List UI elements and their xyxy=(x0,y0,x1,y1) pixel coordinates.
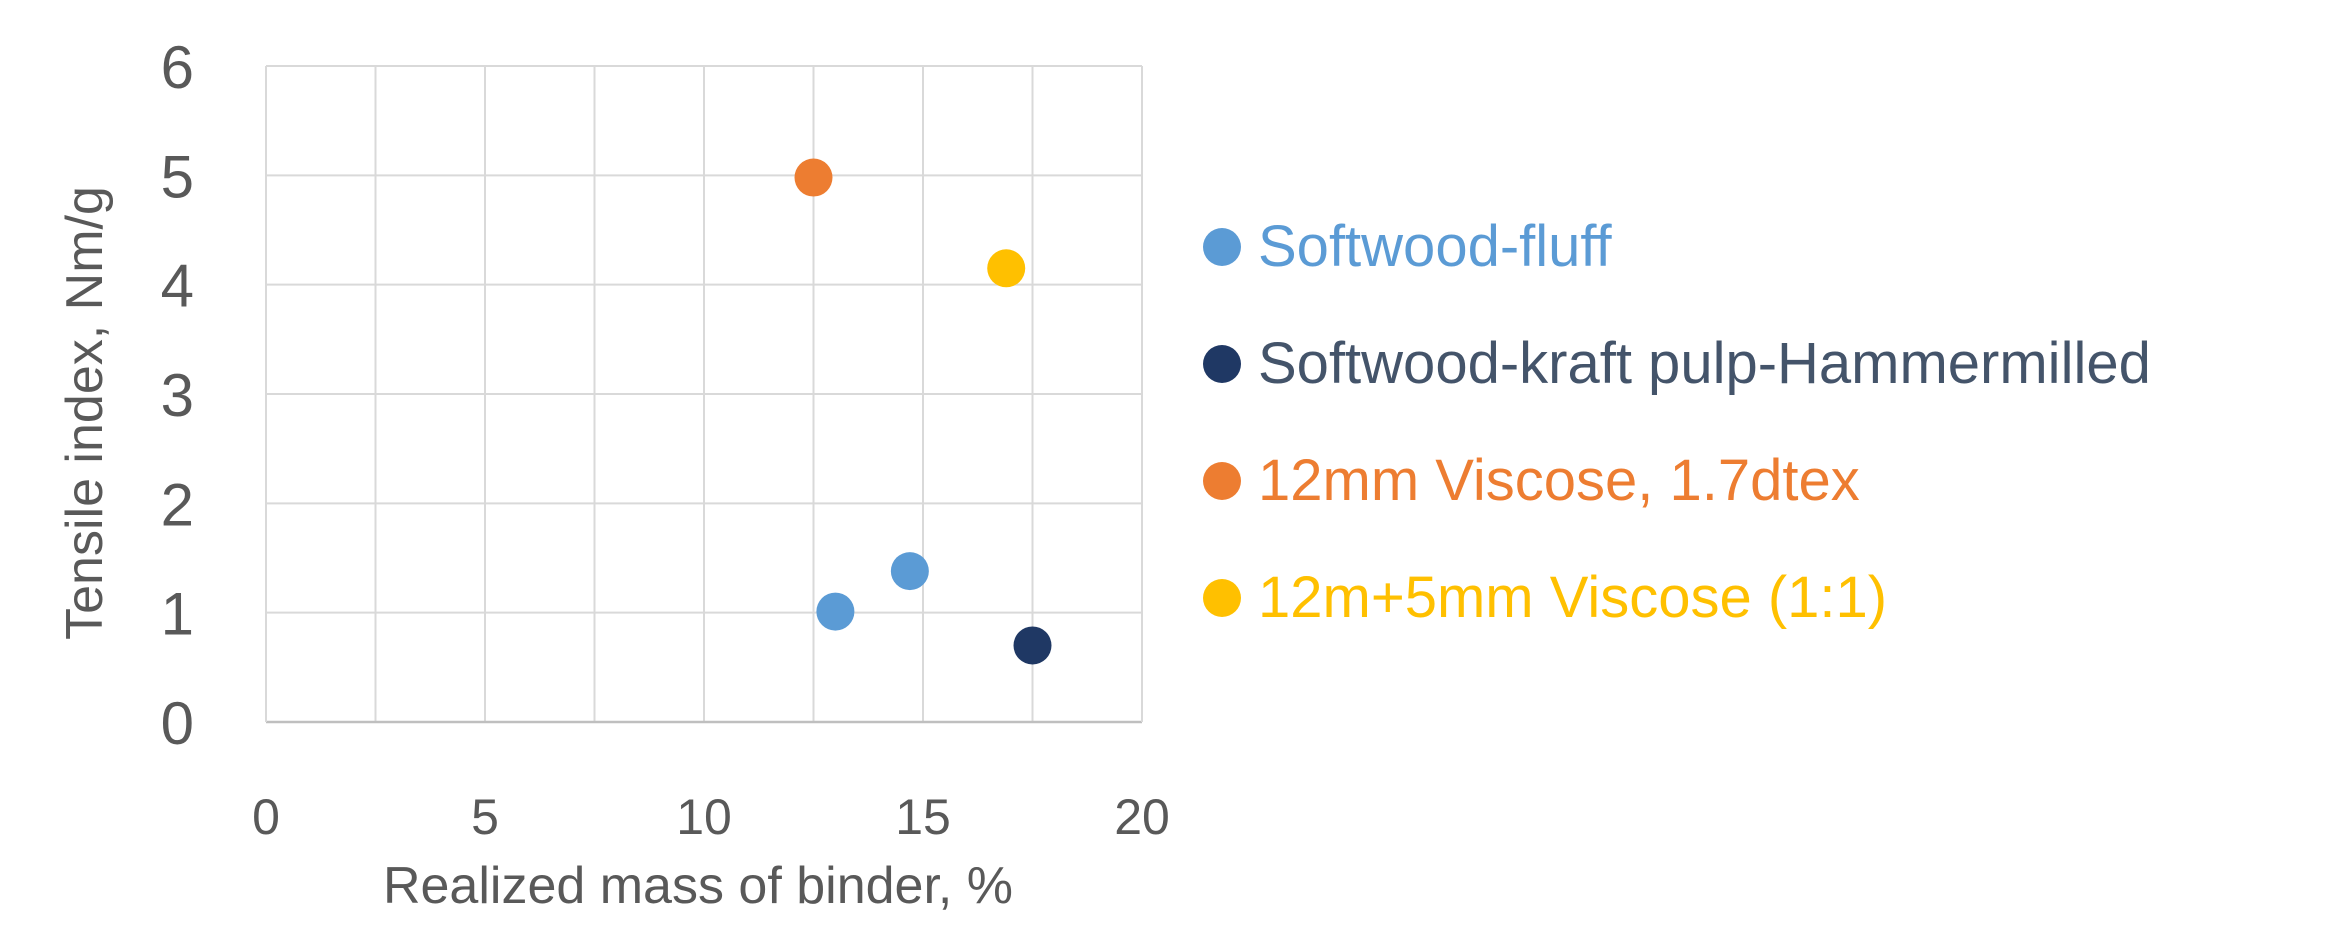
legend-marker xyxy=(1203,579,1241,617)
x-tick-label: 5 xyxy=(471,789,499,845)
tick-labels: 0 5 10 15 20 0 1 2 3 4 5 6 xyxy=(161,34,1170,845)
gridlines xyxy=(266,65,1142,722)
y-tick-label: 6 xyxy=(161,34,194,101)
data-point xyxy=(1013,626,1052,665)
legend-label: Softwood-kraft pulp-Hammermilled xyxy=(1258,331,2151,396)
legend-label: 12m+5mm Viscose (1:1) xyxy=(1258,565,1887,630)
data-point xyxy=(890,552,929,591)
data-point xyxy=(794,158,833,197)
legend: Softwood-fluff Softwood-kraft pulp-Hammer… xyxy=(1203,214,2151,630)
y-tick-label: 2 xyxy=(161,471,194,538)
legend-label: 12mm Viscose, 1.7dtex xyxy=(1258,448,1860,513)
y-tick-label: 1 xyxy=(161,581,194,648)
x-tick-label: 10 xyxy=(676,789,732,845)
x-tick-label: 15 xyxy=(895,789,951,845)
legend-marker xyxy=(1203,345,1241,383)
legend-label: Softwood-fluff xyxy=(1258,214,1612,279)
legend-item: 12m+5mm Viscose (1:1) xyxy=(1203,565,1887,630)
legend-item: Softwood-fluff xyxy=(1203,214,1612,279)
axes xyxy=(265,66,1143,724)
data-point xyxy=(987,249,1026,288)
y-tick-label: 0 xyxy=(161,690,194,757)
legend-item: 12mm Viscose, 1.7dtex xyxy=(1203,448,1860,513)
data-points xyxy=(794,158,1052,665)
y-tick-label: 5 xyxy=(161,143,194,210)
legend-item: Softwood-kraft pulp-Hammermilled xyxy=(1203,331,2151,396)
legend-marker xyxy=(1203,462,1241,500)
y-tick-label: 4 xyxy=(161,253,194,320)
y-tick-label: 3 xyxy=(161,362,194,429)
y-axis-title: Tensile index, Nm/g xyxy=(56,186,114,640)
x-tick-label: 0 xyxy=(252,789,280,845)
x-tick-label: 20 xyxy=(1114,789,1170,845)
x-axis-title: Realized mass of binder, % xyxy=(383,857,1013,915)
legend-marker xyxy=(1203,228,1241,266)
data-point xyxy=(816,592,855,631)
